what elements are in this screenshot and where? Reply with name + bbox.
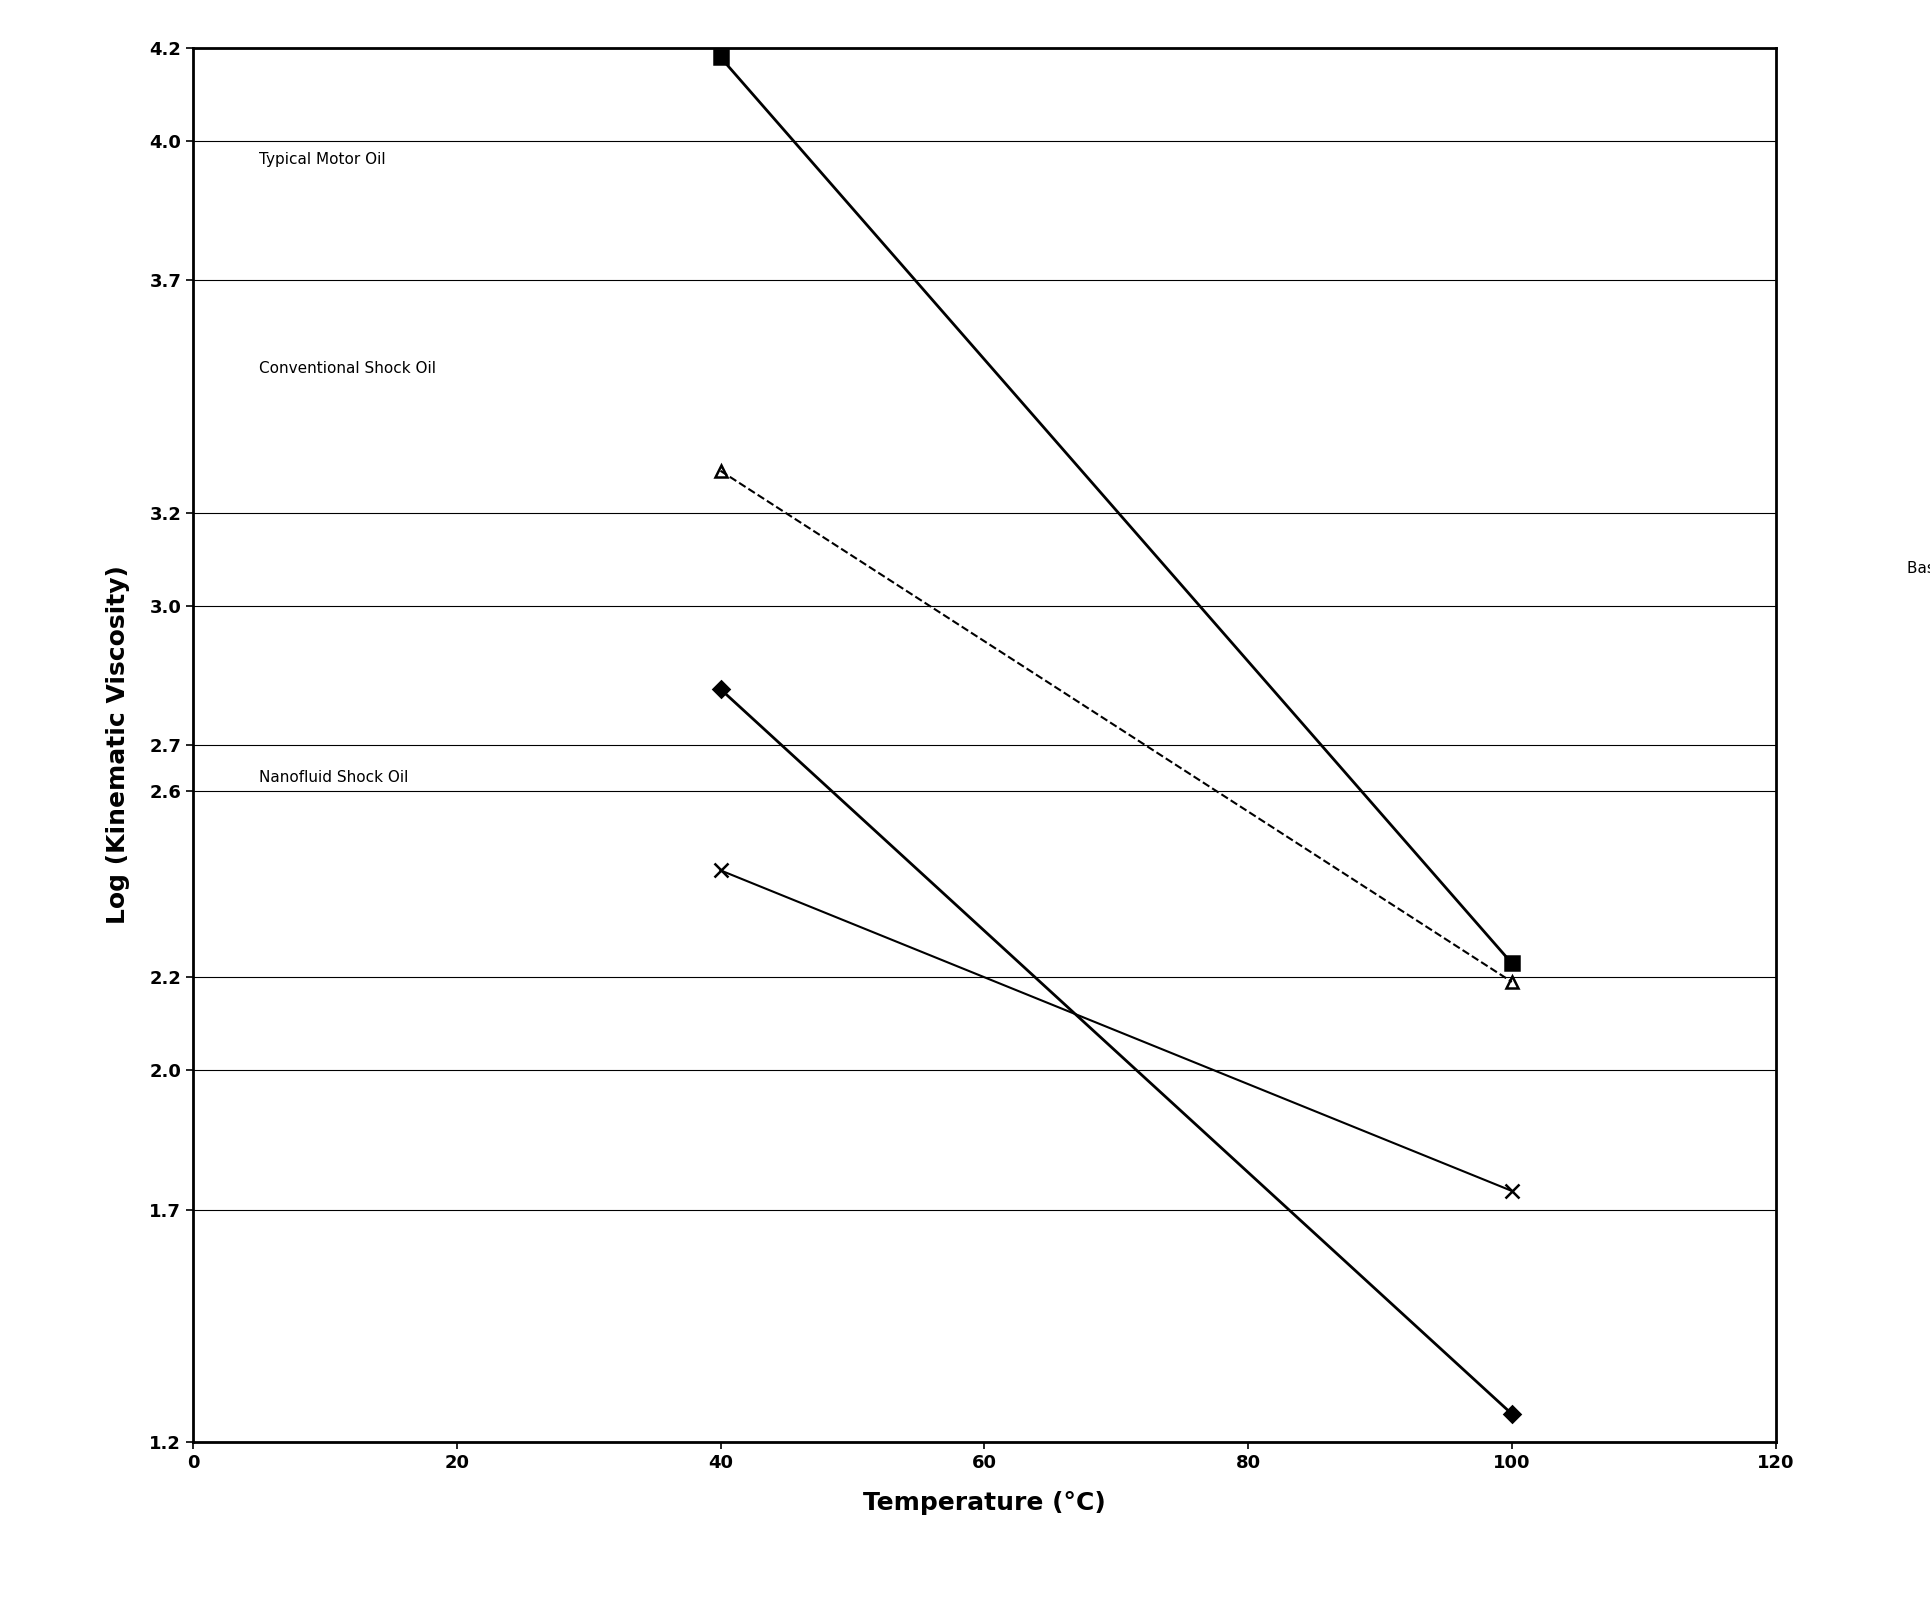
X-axis label: Temperature (°C): Temperature (°C) [863, 1491, 1106, 1515]
Y-axis label: Log (Kinematic Viscosity): Log (Kinematic Viscosity) [106, 566, 129, 924]
Text: Nanofluid Shock Oil: Nanofluid Shock Oil [259, 771, 409, 785]
Text: Typical Motor Oil: Typical Motor Oil [259, 152, 386, 167]
Text: Base Oil: Base Oil [1907, 561, 1930, 577]
Text: Conventional Shock Oil: Conventional Shock Oil [259, 362, 436, 376]
